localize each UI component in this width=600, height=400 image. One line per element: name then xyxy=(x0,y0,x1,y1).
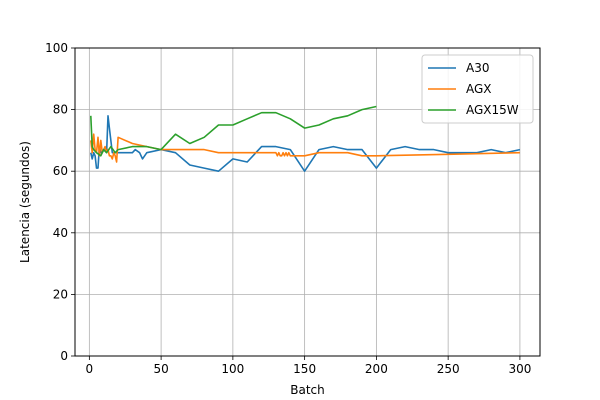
x-tick-label: 250 xyxy=(437,362,460,376)
legend-entry-label: AGX xyxy=(466,82,492,96)
y-tick-label: 80 xyxy=(53,103,68,117)
series-line-a30 xyxy=(90,115,521,172)
legend-entry-label: A30 xyxy=(466,61,489,75)
y-tick-label: 100 xyxy=(45,41,68,55)
x-tick-label: 100 xyxy=(221,362,244,376)
x-tick-label: 0 xyxy=(86,362,94,376)
plot-frame xyxy=(74,47,541,357)
y-tick-label: 0 xyxy=(60,349,68,363)
y-axis-title: Latencia (segundos) xyxy=(18,141,32,263)
y-tick-label: 40 xyxy=(53,226,68,240)
legend: A30 AGX AGX15W xyxy=(421,54,534,124)
x-axis-title: Batch xyxy=(290,383,325,397)
x-tick-label: 300 xyxy=(508,362,531,376)
axis-ticks: 0 50 100 150 200 250 300 0 20 40 60 80 100 xyxy=(45,41,531,376)
series-lines xyxy=(90,105,521,172)
x-tick-label: 150 xyxy=(293,362,316,376)
x-tick-label: 200 xyxy=(365,362,388,376)
legend-entry-label: AGX15W xyxy=(466,103,519,117)
y-tick-label: 60 xyxy=(53,164,68,178)
x-tick-label: 50 xyxy=(153,362,168,376)
series-line-agx15w xyxy=(90,105,377,157)
legend-box xyxy=(421,54,534,124)
y-tick-label: 20 xyxy=(53,287,68,301)
